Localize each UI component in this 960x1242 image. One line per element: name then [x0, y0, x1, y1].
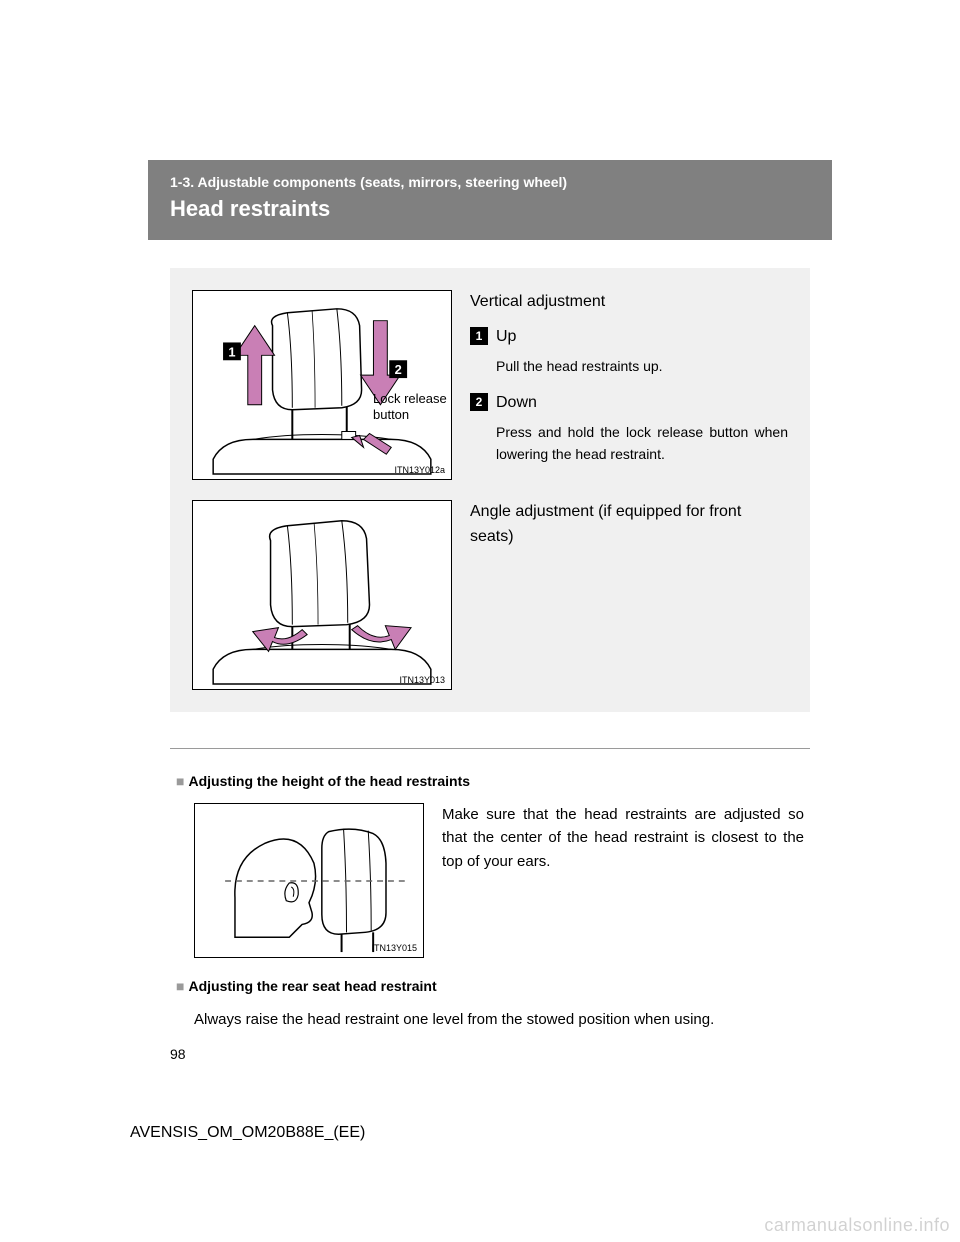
bullet-icon: ■ — [176, 773, 184, 789]
sub-heading-height-text: Adjusting the height of the head restrai… — [188, 773, 470, 789]
callout-up-label: Up — [496, 325, 516, 350]
section-title: Head restraints — [170, 196, 810, 222]
badge-1-icon: 1 — [470, 327, 488, 345]
lower-block: ■Adjusting the height of the head restra… — [170, 773, 810, 1031]
callout-up-desc: Pull the head restraints up. — [496, 356, 788, 378]
figure-id: ITN13Y015 — [371, 943, 417, 953]
svg-text:2: 2 — [395, 362, 402, 377]
callout-down-label: Down — [496, 391, 537, 416]
sub-heading-rear-text: Adjusting the rear seat head restraint — [188, 978, 436, 994]
figure-vertical-adjustment: 1 2 Lock releasebutton ITN13Y012a — [192, 290, 452, 480]
bullet-icon: ■ — [176, 978, 184, 994]
sub-heading-rear: ■Adjusting the rear seat head restraint — [176, 978, 804, 994]
callout-up: 1 Up — [470, 325, 788, 350]
sub-text-height: Make sure that the head restraints are a… — [442, 803, 804, 958]
sub-heading-height: ■Adjusting the height of the head restra… — [176, 773, 804, 789]
manual-page: 1-3. Adjustable components (seats, mirro… — [0, 0, 960, 1242]
figure-id: ITN13Y012a — [394, 465, 445, 475]
panel-row-vertical: 1 2 Lock releasebutton ITN13Y012a Vertic… — [192, 290, 788, 480]
sub-text-rear: Always raise the head restraint one leve… — [194, 1008, 804, 1031]
vertical-adjustment-text: Vertical adjustment 1 Up Pull the head r… — [470, 290, 788, 480]
page-number: 98 — [170, 1046, 186, 1062]
figure-head-height: ITN13Y015 — [194, 803, 424, 958]
sub-row-height: ITN13Y015 Make sure that the head restra… — [194, 803, 804, 958]
callout-down-desc: Press and hold the lock release button w… — [496, 422, 788, 465]
section-header: 1-3. Adjustable components (seats, mirro… — [148, 160, 832, 240]
figure-angle-adjustment: ITN13Y013 — [192, 500, 452, 690]
section-label: 1-3. Adjustable components (seats, mirro… — [170, 174, 810, 190]
panel-row-angle: ITN13Y013 Angle adjustment (if equipped … — [192, 500, 788, 690]
lock-release-annotation: Lock releasebutton — [373, 391, 451, 422]
watermark: carmanualsonline.info — [764, 1215, 950, 1236]
footer-code: AVENSIS_OM_OM20B88E_(EE) — [130, 1124, 365, 1142]
callout-down: 2 Down — [470, 391, 788, 416]
section-divider — [170, 748, 810, 749]
vertical-subhead: Vertical adjustment — [470, 290, 788, 315]
svg-text:1: 1 — [228, 344, 235, 359]
badge-2-icon: 2 — [470, 393, 488, 411]
figure-id: ITN13Y013 — [399, 675, 445, 685]
instruction-panel: 1 2 Lock releasebutton ITN13Y012a Vertic… — [170, 268, 810, 712]
angle-subhead: Angle adjustment (if equipped for front … — [470, 500, 788, 550]
angle-adjustment-text: Angle adjustment (if equipped for front … — [470, 500, 788, 690]
